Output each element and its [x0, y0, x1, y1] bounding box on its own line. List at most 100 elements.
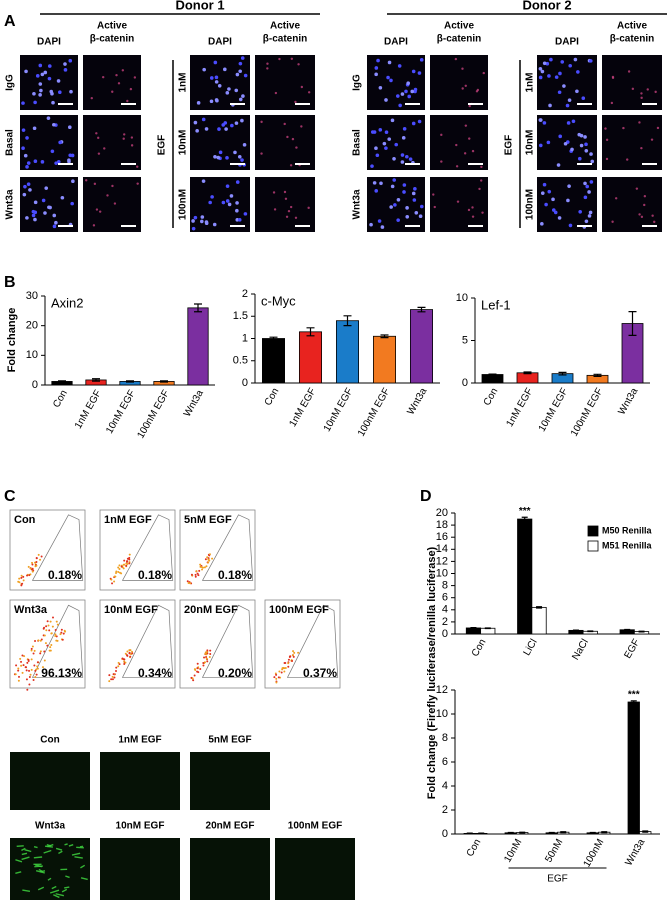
flow-plot: [179, 509, 256, 591]
significance: ***: [519, 506, 531, 517]
flow-event: [126, 650, 129, 653]
error-bar: [624, 628, 631, 631]
nucleus: [230, 123, 234, 128]
flow-label: 20nM EGF: [184, 604, 238, 616]
nucleus: [93, 182, 97, 186]
nucleus: [46, 116, 51, 120]
gfp-cell: [61, 888, 68, 893]
flow-event: [123, 658, 126, 661]
error-bar: [470, 627, 477, 629]
gfp-cell: [68, 844, 74, 847]
flow-event: [17, 667, 20, 670]
nucleus: [63, 62, 67, 66]
nucleus: [412, 198, 417, 202]
y-tick-label: 10: [436, 708, 448, 720]
flow-event: [37, 553, 40, 556]
nucleus: [627, 70, 631, 73]
donor-title: Donor 1: [175, 0, 224, 12]
flow-event: [198, 569, 201, 572]
error-bar: [507, 831, 514, 834]
y-tick-label: 2: [442, 616, 448, 628]
nucleus: [584, 142, 588, 147]
dose-label: 10nM: [178, 130, 189, 156]
nucleus: [565, 103, 570, 108]
nucleus: [419, 58, 424, 62]
nucleus: [40, 160, 45, 164]
legend-swatch: [587, 540, 599, 552]
flow-event: [18, 577, 21, 580]
micrograph: [20, 177, 78, 232]
nucleus: [209, 99, 214, 104]
chart-title: Axin2: [51, 295, 84, 310]
flow-event: [191, 677, 194, 680]
y-tick-label: 16: [436, 531, 448, 543]
y-tick-label: 1: [242, 332, 248, 344]
flow-event: [118, 564, 121, 567]
nucleus: [240, 158, 244, 162]
nucleus: [402, 190, 406, 194]
nucleus: [478, 187, 481, 191]
flow-percent: 0.20%: [218, 666, 252, 680]
nucleus: [260, 120, 263, 124]
micrograph: [430, 177, 488, 232]
nucleus: [38, 63, 43, 68]
nucleus: [653, 220, 656, 224]
nucleus: [390, 184, 395, 189]
nucleus: [369, 222, 373, 227]
nucleus: [650, 138, 654, 141]
flow-event: [277, 676, 280, 679]
gfp-cell: [21, 852, 28, 856]
error-bar: [343, 315, 352, 327]
x-tick-label: EGF: [622, 637, 642, 660]
nucleus: [97, 136, 100, 140]
column-header: Active: [444, 21, 474, 32]
nucleus: [372, 181, 377, 185]
nucleus: [461, 87, 464, 90]
flow-event: [208, 553, 211, 556]
nucleus: [237, 218, 242, 222]
nucleus: [468, 104, 471, 108]
image-label: 10nM EGF: [116, 821, 165, 832]
gfp-cell: [64, 843, 68, 846]
nucleus: [376, 58, 380, 63]
row-label: Wnt3a: [352, 189, 363, 219]
nucleus: [481, 211, 484, 214]
gfp-cell: [64, 886, 70, 889]
nucleus: [411, 69, 416, 74]
nucleus: [43, 211, 47, 215]
error-bar: [523, 371, 532, 375]
nucleus: [92, 224, 96, 227]
image-label: Wnt3a: [35, 821, 65, 832]
error-bar: [558, 371, 567, 376]
column-header: DAPI: [555, 37, 579, 48]
nucleus: [133, 76, 137, 79]
nucleus: [294, 100, 297, 104]
flow-plot: [99, 599, 176, 689]
flow-event: [17, 669, 20, 672]
panel-label: C: [4, 488, 16, 505]
nucleus: [103, 147, 106, 150]
x-tick-label: Wnt3a: [616, 386, 640, 417]
error-bar: [572, 629, 579, 632]
nucleus: [101, 75, 105, 79]
error-bar: [484, 627, 491, 630]
gfp-cell: [21, 856, 30, 861]
flow-event: [201, 566, 204, 569]
flow-event: [287, 658, 290, 661]
nucleus: [95, 132, 98, 135]
flow-event: [25, 666, 28, 669]
nucleus: [389, 78, 393, 83]
column-header: DAPI: [37, 37, 61, 48]
flow-event: [30, 658, 33, 661]
y-tick-label: 6: [442, 756, 448, 768]
flow-event: [209, 652, 212, 655]
nucleus: [218, 150, 223, 155]
nucleus: [587, 190, 591, 194]
row-label: Basal: [5, 129, 16, 156]
nucleus: [476, 88, 480, 92]
flow-event: [195, 570, 198, 573]
flow-event: [275, 673, 278, 676]
nucleus: [577, 132, 582, 137]
y-tick-label: 2: [442, 804, 448, 816]
flow-event: [17, 675, 20, 678]
